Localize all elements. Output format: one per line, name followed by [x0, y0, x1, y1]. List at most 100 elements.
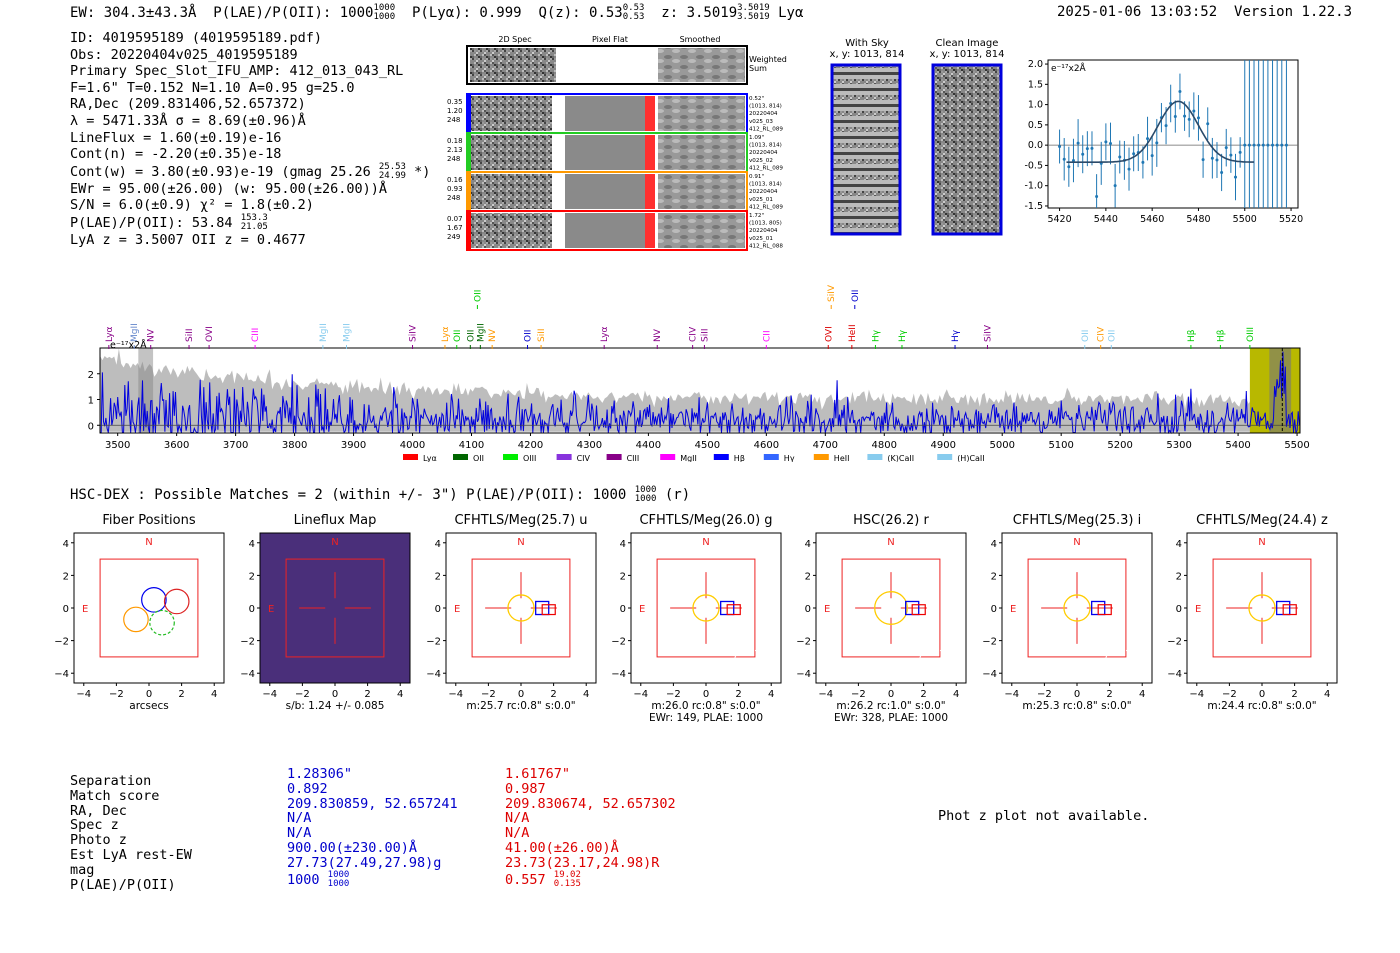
match2-value: 0.987: [505, 780, 546, 797]
fit-data-point: [1183, 114, 1187, 118]
fit-ytick-label: -0.5: [1024, 160, 1043, 171]
match2-plae-val: 0.557: [505, 871, 546, 888]
stamp-xtick-label: −2: [109, 689, 124, 700]
match1-value: 209.830859, 52.657241: [287, 795, 458, 812]
spectral-line-label: CII: [762, 330, 772, 342]
spec-row-smoothed: [658, 96, 745, 131]
match2-plae: 0.557 19.02 0.135: [505, 870, 676, 889]
info-ewr: EWr = 95.00(±26.00) (w: 95.00(±26.00))Å: [70, 180, 387, 197]
spectral-line-label: SiIV: [409, 324, 419, 342]
header-plae-hi: 1000: [373, 3, 396, 13]
spec-row-flag: [645, 135, 655, 170]
fit-data-point: [1090, 146, 1094, 150]
spectrum-xtick-label: 4700: [813, 440, 838, 451]
spectrum-error-band: [100, 348, 1299, 432]
aperture-box: [1212, 558, 1312, 658]
info-lineflux: LineFlux = 1.60(±0.19)e-16: [70, 129, 282, 146]
spec-row-colorbar: [467, 133, 471, 172]
east-label: E: [1195, 604, 1201, 615]
stamp-ytick-label: 0: [1176, 604, 1182, 615]
blue-edge-shade: [138, 348, 154, 433]
header-ew-line: EW: 304.3±43.3Å P(LAE)/P(OII): 1000 1000 1…: [70, 4, 803, 22]
spectral-line-label: Hβ: [1216, 329, 1226, 342]
spectral-line-label: Lyα: [441, 326, 451, 342]
spec-row-smoothed: [658, 213, 745, 248]
spec-row-right-info: 412_RL_089: [749, 204, 783, 210]
match1-value: 27.73(27.49,27.98)g: [287, 854, 442, 871]
spectrum-ytick-label: 2: [88, 370, 94, 381]
spec-row-flat: [565, 96, 647, 131]
stamp-ytick-label: −2: [54, 637, 69, 648]
fit-ytick-label: 0.0: [1028, 140, 1043, 151]
match2-plae-lo: 0.135: [553, 878, 581, 889]
match-table-labels: Separation Match score RA, Dec Spec z Ph…: [70, 774, 192, 892]
legend-swatch: [606, 454, 622, 460]
stamp-xtick-label: 2: [364, 689, 370, 700]
north-label: N: [1073, 537, 1080, 548]
spec-row-right-info: 0.52": [749, 96, 764, 102]
table-label: Photo z: [70, 832, 127, 849]
header-plya: P(Lyα): 0.999: [412, 5, 522, 21]
spec-row-colorbar: [467, 94, 471, 133]
info-plae: P(LAE)/P(OII): 53.84: [70, 214, 233, 231]
spec-row-2d: [470, 135, 552, 170]
info-sn: S/N = 6.0(±0.9) χ² = 1.8(±0.2): [70, 197, 314, 214]
spec-row-2d: [470, 174, 552, 209]
imaging-stamp-panel: CFHTLS/Meg(25.7) u N E −4 −2 0 2 4 4 2 0 −2 −4 m:25.7…: [406, 510, 606, 730]
spectrum-xtick-label: 3900: [341, 440, 366, 451]
fit-data-point: [1104, 140, 1108, 144]
match2-value: 41.00(±26.00)Å: [505, 839, 619, 856]
header-plae: P(LAE)/P(OII): 1000: [213, 5, 374, 21]
clean-image-label: Clean Image: [935, 38, 999, 49]
imaging-stamp-panel: CFHTLS/Meg(25.3) i N E −4 −2 0 2 4 4 2 0 −2 −4 m:25.3…: [962, 510, 1162, 730]
east-label: E: [824, 604, 830, 615]
stamp-subtitle-2: EWr: 328, PLAE: 1000: [834, 712, 948, 724]
spectrum-xtick-label: 4600: [754, 440, 779, 451]
info-id: ID: 4019595189 (4019595189.pdf): [70, 30, 322, 46]
fit-ytick-label: 0.5: [1028, 120, 1043, 131]
table-label: Separation: [70, 773, 152, 789]
fit-ytick-label: 1.0: [1028, 100, 1043, 111]
stamp-ytick-label: 4: [805, 539, 811, 550]
spec-row-left-stat: 249: [447, 233, 460, 241]
stamp-title: CFHTLS/Meg(25.7) u: [454, 513, 588, 528]
hsc-title-end: (r): [664, 487, 691, 503]
match-1-column: 1.28306" 0.892 209.830859, 52.657241 N/A…: [287, 767, 458, 889]
fit-data-point: [1261, 143, 1265, 147]
spec-row-smoothed: [658, 174, 745, 209]
weighted-label: Sum: [749, 64, 767, 73]
stamp-xtick-label: −2: [1222, 689, 1237, 700]
spec-row-left-stat: 0.16: [447, 176, 463, 184]
spectrum-xtick-label: 5300: [1166, 440, 1191, 451]
fit-xtick-label: 5500: [1233, 214, 1257, 225]
aperture-box: [656, 558, 756, 658]
spec2d-col-title: Smoothed: [680, 35, 721, 44]
spectral-line-label: OII: [1107, 330, 1117, 342]
header-z-hi: 3.5019: [737, 3, 770, 13]
match-2-marker: [726, 604, 741, 616]
fit-data-point: [1196, 116, 1200, 120]
stamp-xtick-label: 0: [146, 689, 152, 700]
stamp-xtick-label: −2: [1037, 689, 1052, 700]
header-qz-hi: 0.53: [622, 3, 645, 13]
spectral-line-label: Lyα: [600, 326, 610, 342]
fit-axes-frame: [1047, 59, 1299, 209]
header-z: z: 3.5019: [661, 5, 738, 21]
spectral-line-label: OII: [466, 330, 476, 342]
fit-data-point: [1280, 143, 1284, 147]
stamp-title: Fiber Positions: [102, 513, 196, 528]
header-ew: EW: 304.3±43.3Å: [70, 5, 197, 21]
aperture-box: [471, 558, 571, 658]
spectrum-xtick-label: 4300: [577, 440, 602, 451]
stamp-title: CFHTLS/Meg(25.3) i: [1012, 513, 1142, 528]
spectral-line-label: SiII: [537, 328, 547, 342]
stamp-subtitle: m:25.3 rc:0.8" s:0.0": [1022, 700, 1131, 712]
legend-swatch: [453, 454, 468, 460]
header-z-lo: 3.5019: [737, 12, 770, 22]
fit-data-point: [1150, 154, 1154, 158]
stamp-xtick-label: −4: [818, 689, 833, 700]
spectral-line-label: OIII: [1246, 327, 1256, 342]
spectrum-unit-label: e⁻¹⁷x2Å: [110, 339, 147, 351]
east-label: E: [454, 604, 460, 615]
